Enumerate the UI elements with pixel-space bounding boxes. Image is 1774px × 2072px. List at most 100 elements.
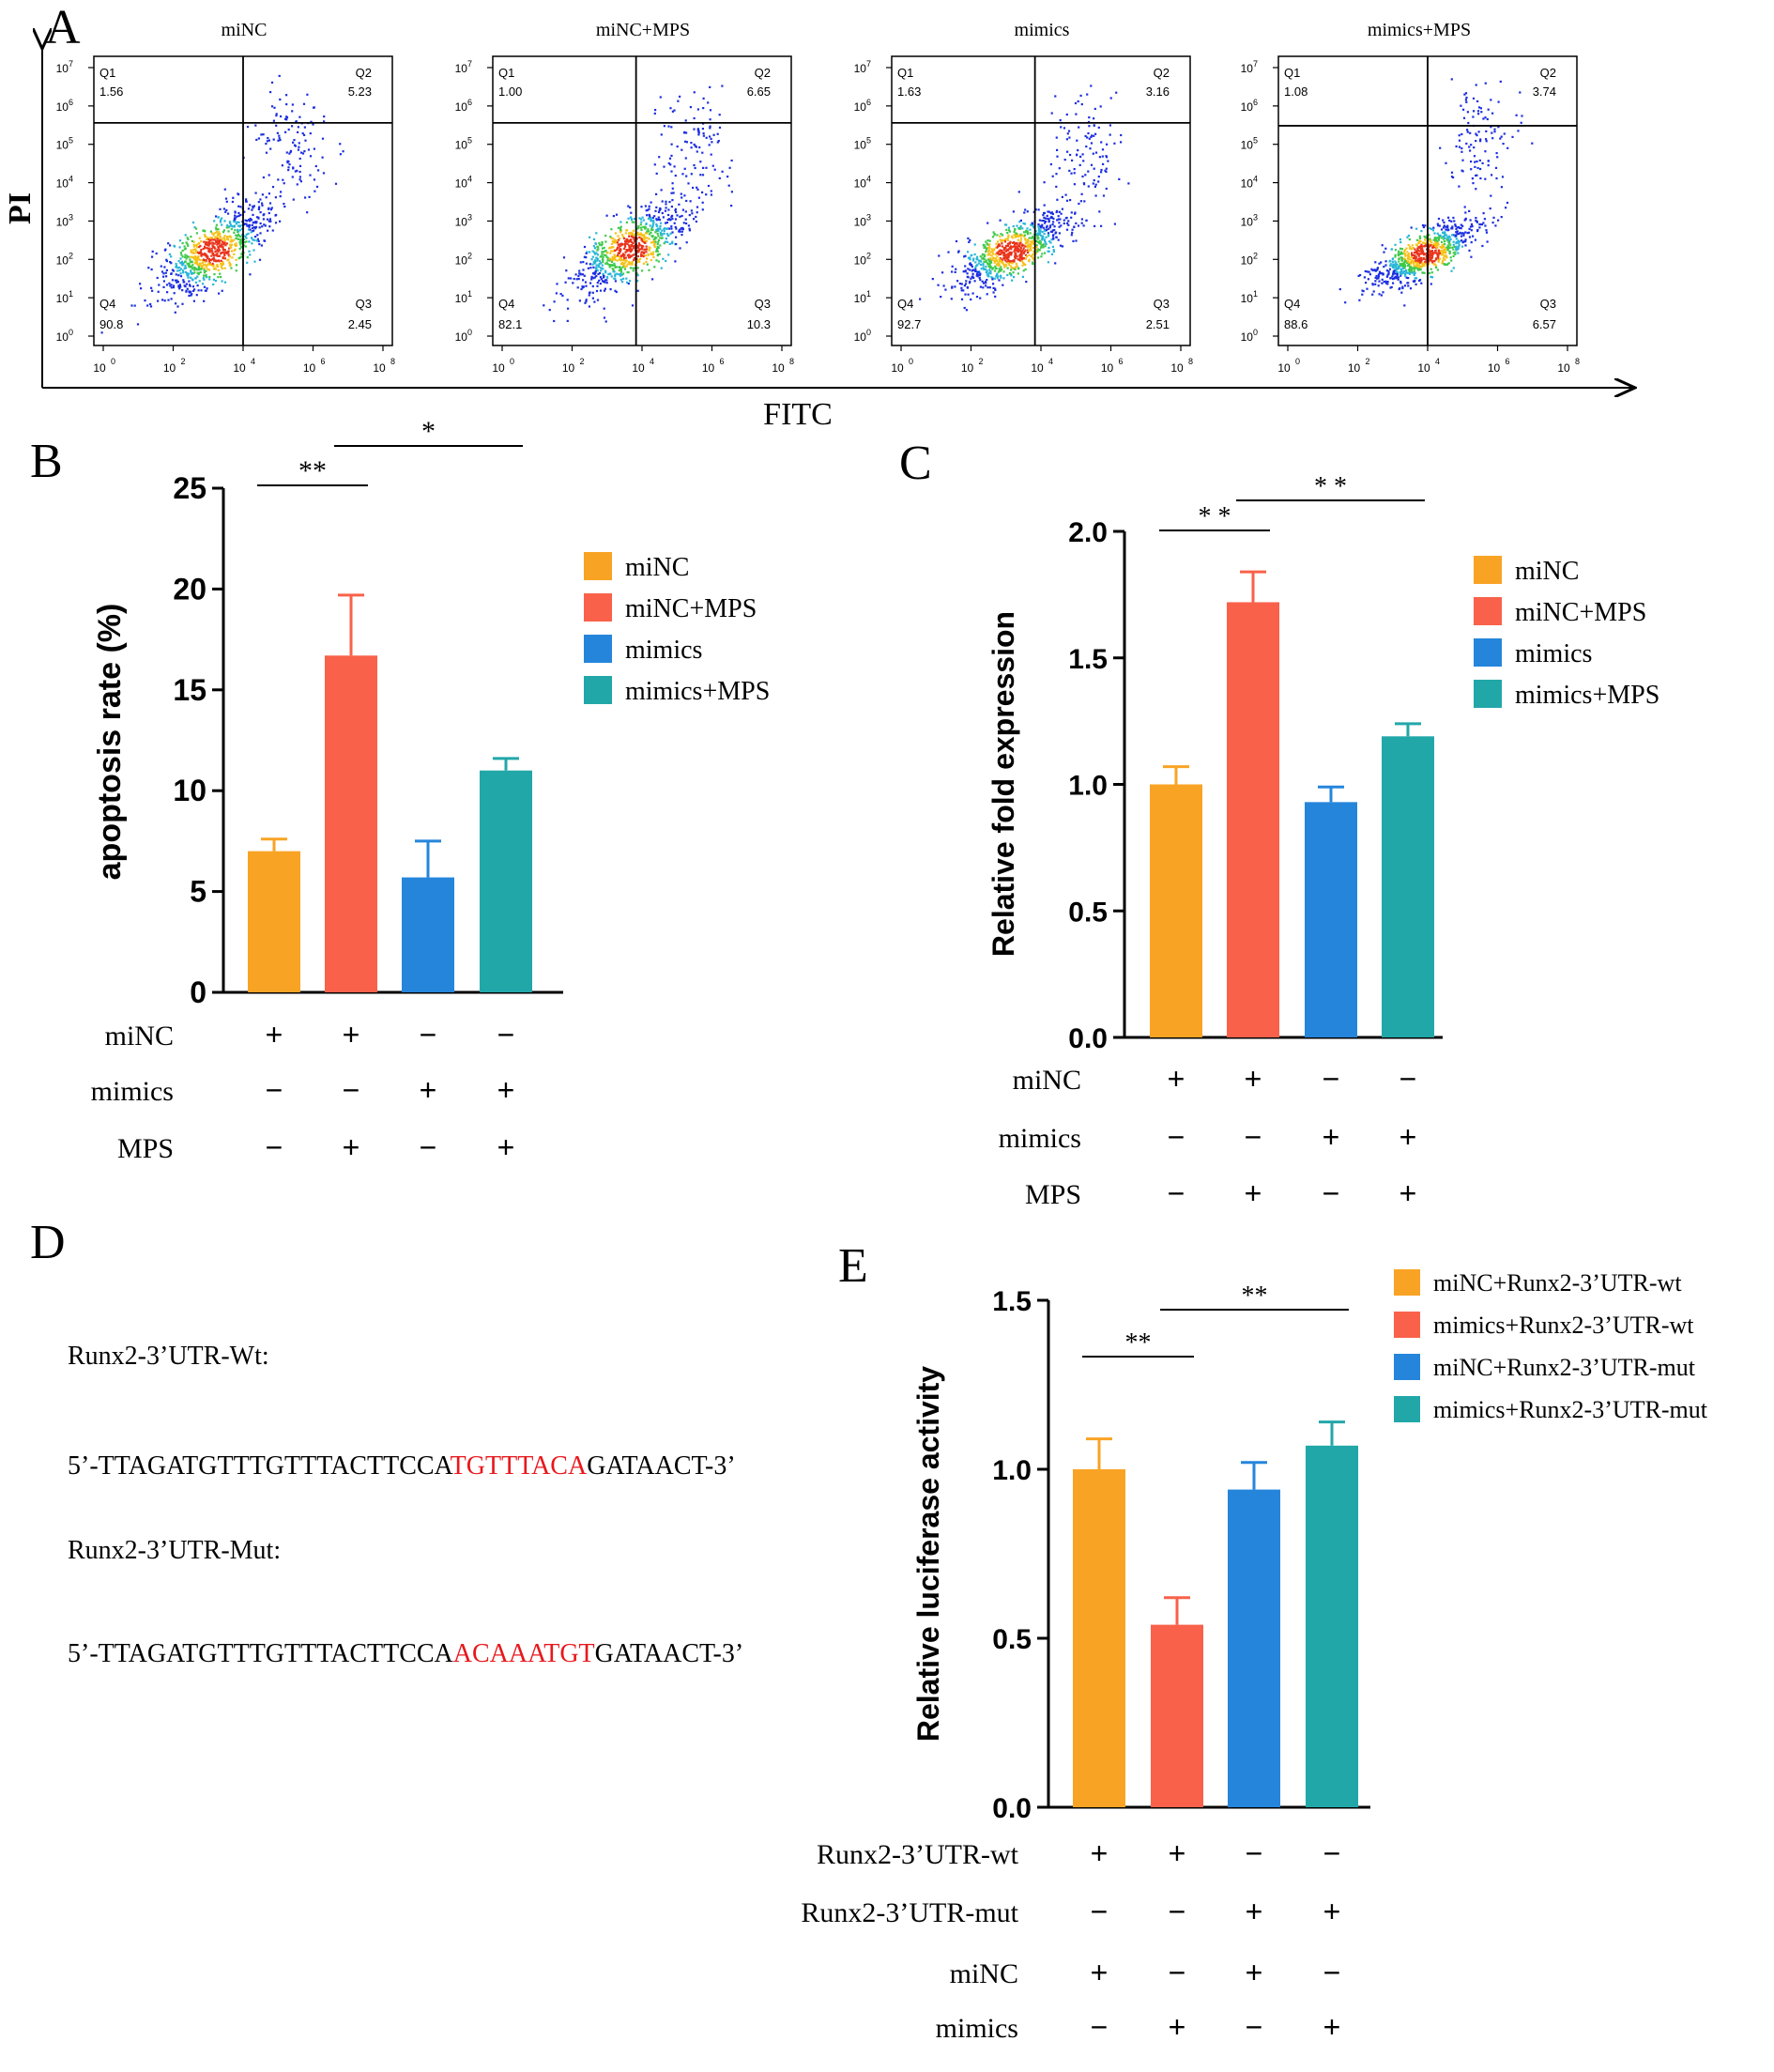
flow-event-dot [718,126,722,129]
flow-event-dot [653,163,656,166]
significance-marker: ** [1125,1328,1152,1358]
wt-sequence-prefix: 5’-TTAGATGTTTGTTTACTTCCA [68,1451,454,1481]
legend-swatch [1474,556,1502,584]
flow-event-dot [999,238,1002,241]
flow-event-dot [1399,274,1402,277]
flow-event-dot [183,267,186,269]
flow-event-dot [1422,252,1425,255]
condition-sign: + [1323,1120,1340,1154]
flow-event-dot [1055,136,1058,139]
flow-event-dot [256,238,259,240]
flow-event-dot [176,279,178,282]
flow-event-dot [598,241,601,245]
flow-event-dot [1105,187,1108,191]
flow-event-dot [615,290,618,294]
flow-plot-title: mimics [1015,20,1070,40]
flow-event-dot [1106,143,1109,146]
flow-event-dot [1403,249,1407,252]
flow-event-dot [988,269,991,271]
flow-event-dot [1028,237,1031,239]
flow-event-dot [659,224,662,227]
flow-event-dot [680,227,683,230]
flow-event-dot [1423,245,1426,248]
flow-event-dot [652,243,655,246]
flow-event-dot [1483,218,1486,221]
q4-label: Q4 [99,297,115,311]
flow-y-tick-exponent: 4 [866,175,871,184]
flow-event-dot [1063,219,1065,222]
flow-event-dot [1400,259,1403,262]
flow-event-dot [584,281,588,284]
flow-event-dot [1088,137,1091,140]
flow-event-dot [212,278,215,281]
flow-event-dot [259,232,262,235]
flow-event-dot [1380,261,1383,264]
flow-event-dot [652,219,655,222]
flow-event-dot [619,274,622,277]
flow-event-dot [1056,219,1059,222]
flow-event-dot [181,264,184,267]
flow-event-dot [259,198,262,201]
flow-y-tick-label: 103 [56,212,73,228]
flow-event-dot [1041,220,1044,223]
flow-event-dot [1083,183,1086,186]
flow-event-dot [595,289,599,293]
condition-sign: + [343,1130,360,1164]
flow-event-dot [163,266,166,269]
flow-event-dot [1002,251,1004,254]
flow-event-dot [296,169,298,172]
flow-event-dot [672,192,675,194]
flow-event-dot [1519,91,1522,94]
flow-event-dot [1050,253,1054,255]
flow-event-dot [1013,276,1016,279]
flow-event-dot [1474,165,1476,168]
flow-event-dot [1065,199,1069,202]
flow-event-dot [1007,255,1010,258]
flow-event-dot [1018,256,1021,259]
flow-event-dot [268,174,270,177]
condition-sign: − [1168,1176,1185,1210]
flow-event-dot [965,280,968,283]
flow-plot-title: mimics+MPS [1368,20,1471,40]
flow-event-dot [610,237,613,239]
flow-event-dot [1442,259,1445,262]
flow-event-dot [1423,264,1426,267]
flow-event-dot [179,262,182,265]
y-tick-label: 1.0 [992,1455,1032,1486]
flow-event-dot [197,289,200,292]
flow-event-dot [621,259,624,262]
flow-event-dot [681,148,683,151]
flow-event-dot [976,275,979,278]
flow-event-dot [1531,142,1534,145]
flow-event-dot [190,255,192,258]
flow-event-dot [614,232,618,235]
flow-event-dot [693,218,696,221]
flow-event-dot [1021,264,1024,267]
flow-event-dot [1455,245,1458,248]
flow-event-dot [634,257,636,260]
flow-event-dot [589,251,591,253]
flow-event-dot [289,149,293,152]
flow-event-dot [257,207,261,210]
flow-event-dot [1094,132,1097,135]
flow-event-dot [1452,216,1455,220]
flow-event-dot [1411,244,1414,247]
flow-event-dot [655,237,658,239]
flow-event-dot [269,220,272,223]
flow-event-dot [209,263,212,266]
flow-event-dot [208,240,211,243]
flow-event-dot [243,210,246,213]
flow-event-dot [680,192,682,195]
flow-y-tick-label: 104 [1241,175,1258,191]
flow-event-dot [239,238,242,241]
flow-y-tick-exponent: 7 [467,59,472,69]
flow-event-dot [663,242,665,245]
flow-event-dot [593,276,596,279]
flow-event-dot [212,253,215,256]
flow-event-dot [220,263,222,266]
flow-event-dot [991,268,994,270]
flow-event-dot [991,249,994,252]
flow-event-dot [1006,231,1009,235]
flow-event-dot [592,272,595,275]
flow-event-dot [192,249,195,252]
